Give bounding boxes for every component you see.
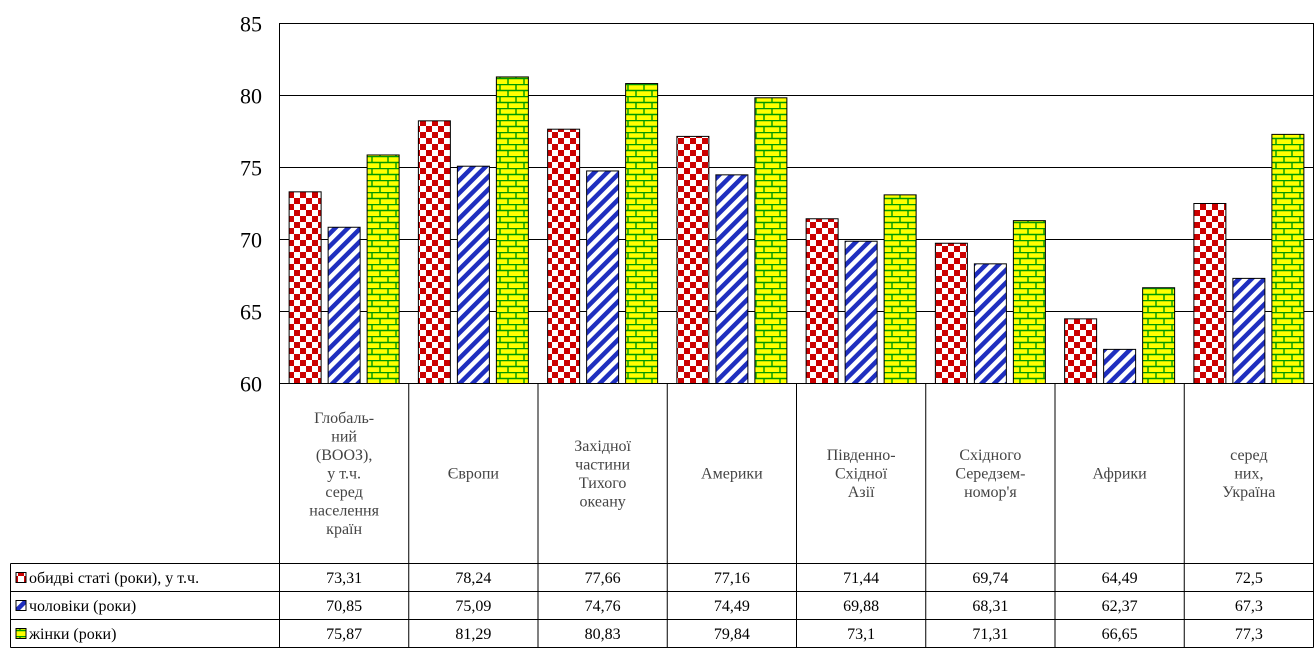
- table-value: 77,16: [714, 570, 750, 587]
- y-tick-label: 80: [240, 84, 262, 109]
- bar-3-5: [883, 194, 917, 384]
- bars: [288, 76, 1305, 385]
- bar-2-2: [456, 165, 490, 384]
- category-label: Південно-Східної Азії: [827, 447, 896, 501]
- bar-1-3: [547, 128, 581, 384]
- bar-3-4: [754, 97, 788, 385]
- category-label: Глобаль-ний (ВООЗ), у т.ч. серед населення кр…: [309, 410, 379, 538]
- y-tick-label: 65: [240, 300, 262, 325]
- table-value: 62,37: [1102, 598, 1138, 615]
- bar-1-8: [1193, 203, 1227, 384]
- table-value: 72,5: [1235, 570, 1263, 587]
- y-tick-label: 75: [240, 156, 262, 181]
- table-value: 74,76: [585, 598, 621, 615]
- bar-2-4: [715, 174, 749, 384]
- bar-3-7: [1142, 287, 1176, 384]
- table-value: 69,74: [972, 570, 1008, 587]
- table-value: 77,66: [585, 570, 621, 587]
- legend-key-2: [15, 600, 27, 611]
- bar-3-6: [1012, 220, 1046, 384]
- table-value: 71,44: [843, 570, 879, 587]
- y-tick-label: 70: [240, 228, 262, 253]
- category-label: Африки: [1093, 466, 1148, 483]
- table-value: 68,31: [972, 598, 1008, 615]
- table-value: 67,3: [1235, 598, 1263, 615]
- table-value: 64,49: [1102, 570, 1138, 587]
- bar-2-8: [1232, 277, 1266, 385]
- gridlines: [279, 95, 1314, 312]
- bar-2-1: [327, 226, 361, 384]
- table-value: 79,84: [714, 626, 750, 643]
- category-label: серед них, Україна: [1222, 447, 1275, 501]
- bar-1-1: [288, 191, 322, 384]
- y-axis-ticks: 60 65 70 75 80 85: [240, 12, 262, 397]
- category-label: Західної частини Тихого океану: [574, 438, 631, 511]
- bar-2-7: [1103, 348, 1137, 385]
- data-table: Глобаль-ний (ВООЗ), у т.ч. серед населення кр…: [10, 383, 1314, 648]
- table-value: 73,31: [326, 570, 362, 587]
- table-value: 71,31: [972, 626, 1008, 643]
- table-value: 75,09: [455, 598, 491, 615]
- table-value: 77,3: [1235, 626, 1263, 643]
- bar-2-3: [586, 170, 620, 384]
- bar-3-8: [1271, 133, 1305, 384]
- table-value: 73,1: [847, 626, 875, 643]
- legend-label: чоловіки (роки): [29, 598, 136, 615]
- legend-label: жінки (роки): [28, 626, 116, 643]
- category-label: Європи: [448, 466, 500, 483]
- bar-1-6: [934, 242, 968, 384]
- y-tick-label: 60: [240, 372, 262, 397]
- table-value: 78,24: [455, 570, 491, 587]
- legend-key-1: [15, 572, 27, 583]
- bar-1-7: [1064, 318, 1098, 384]
- bar-3-2: [495, 76, 529, 384]
- legend-label: обидві статі (роки), у т.ч.: [29, 570, 199, 587]
- bar-1-2: [417, 120, 451, 385]
- bar-3-3: [625, 83, 659, 384]
- y-tick-label: 85: [240, 12, 262, 37]
- bar-2-6: [973, 263, 1007, 384]
- category-label: Америки: [701, 466, 763, 483]
- table-value: 80,83: [585, 626, 621, 643]
- table-value: 69,88: [843, 598, 879, 615]
- table-value: 81,29: [455, 626, 491, 643]
- table-value: 75,87: [326, 626, 362, 643]
- category-label: Східного Середзем-номор'я: [955, 447, 1025, 501]
- legend-key-3: [15, 628, 27, 639]
- bar-3-1: [366, 154, 400, 384]
- table-value: 66,65: [1102, 626, 1138, 643]
- bar-2-5: [844, 240, 878, 384]
- table-value: 74,49: [714, 598, 750, 615]
- bar-1-5: [805, 218, 839, 384]
- bar-1-4: [676, 135, 710, 384]
- table-value: 70,85: [326, 598, 362, 615]
